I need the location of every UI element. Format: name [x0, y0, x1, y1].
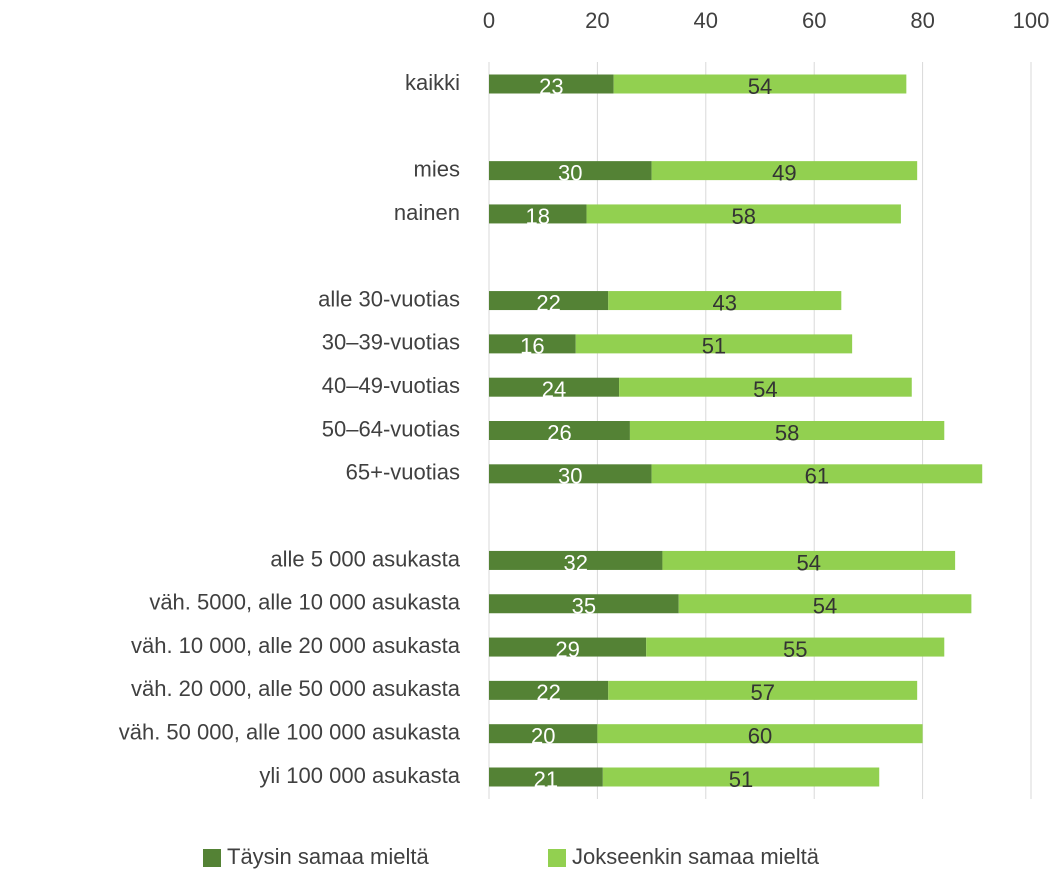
data-label: 26 [547, 420, 571, 445]
bar-segment [651, 464, 983, 484]
data-label: 60 [748, 724, 772, 749]
bar-segment [608, 291, 842, 311]
data-label: 20 [531, 724, 555, 749]
data-label: 51 [702, 334, 726, 359]
data-label: 29 [555, 637, 579, 662]
x-tick-label: 20 [585, 8, 609, 33]
legend-swatch [203, 849, 221, 867]
bar-segment [489, 594, 679, 614]
category-label: yli 100 000 asukasta [259, 763, 460, 788]
bar-segment [489, 334, 576, 354]
category-label: väh. 10 000, alle 20 000 asukasta [131, 633, 461, 658]
category-label: alle 30-vuotias [318, 286, 460, 311]
bar-segment [489, 767, 603, 787]
data-label: 24 [542, 377, 566, 402]
bar-segment [489, 291, 609, 311]
data-label: 32 [563, 550, 587, 575]
data-label: 61 [805, 464, 829, 489]
bar-segment [678, 594, 972, 614]
x-tick-label: 0 [483, 8, 495, 33]
x-tick-label: 100 [1013, 8, 1050, 33]
bar-segment [602, 767, 880, 787]
bar-segment [613, 74, 907, 94]
category-label: alle 5 000 asukasta [270, 546, 460, 571]
category-label: väh. 50 000, alle 100 000 asukasta [119, 720, 461, 745]
data-label: 54 [797, 550, 821, 575]
data-label: 49 [772, 160, 796, 185]
data-label: 58 [775, 420, 799, 445]
category-label: 30–39-vuotias [322, 330, 460, 355]
data-label: 43 [713, 290, 737, 315]
data-label: 51 [729, 767, 753, 792]
data-label: 58 [731, 204, 755, 229]
x-tick-label: 80 [910, 8, 934, 33]
bar-segment [489, 637, 647, 657]
category-label: kaikki [405, 70, 460, 95]
data-label: 35 [572, 594, 596, 619]
legend-label: Täysin samaa mieltä [227, 844, 430, 869]
bar-segment [489, 161, 652, 181]
category-label: 65+-vuotias [346, 460, 460, 485]
bar-segment [489, 550, 663, 570]
data-label: 57 [750, 680, 774, 705]
data-label: 16 [520, 334, 544, 359]
category-label: nainen [394, 200, 460, 225]
data-label: 21 [534, 767, 558, 792]
category-label: 40–49-vuotias [322, 373, 460, 398]
category-label: 50–64-vuotias [322, 416, 460, 441]
data-label: 22 [536, 680, 560, 705]
data-label: 22 [536, 290, 560, 315]
data-label: 54 [753, 377, 777, 402]
bar-segment [608, 680, 918, 700]
bar-segment [586, 204, 901, 224]
data-label: 54 [748, 74, 772, 99]
bar-segment [597, 724, 923, 744]
bar-segment [575, 334, 853, 354]
data-label: 18 [526, 204, 550, 229]
data-label: 30 [558, 160, 582, 185]
category-label: väh. 5000, alle 10 000 asukasta [149, 590, 460, 615]
data-label: 30 [558, 464, 582, 489]
data-label: 54 [813, 594, 837, 619]
bar-segment [629, 421, 945, 440]
x-tick-label: 60 [802, 8, 826, 33]
legend-label: Jokseenkin samaa mieltä [572, 844, 820, 869]
category-label: väh. 20 000, alle 50 000 asukasta [131, 676, 461, 701]
bar-segment [489, 74, 614, 94]
bar-segment [489, 377, 620, 397]
bar-segment [489, 204, 587, 224]
bar-segment [489, 464, 652, 484]
bar-segment [651, 161, 918, 181]
bar-segment [489, 680, 609, 700]
legend-swatch [548, 849, 566, 867]
category-label: mies [414, 156, 460, 181]
bar-segment [489, 421, 630, 440]
bar-segment [662, 550, 956, 570]
x-tick-label: 40 [694, 8, 718, 33]
bar-segment [489, 724, 598, 744]
bar-segment [619, 377, 912, 397]
data-label: 55 [783, 637, 807, 662]
data-label: 23 [539, 74, 563, 99]
bar-segment [646, 637, 945, 657]
